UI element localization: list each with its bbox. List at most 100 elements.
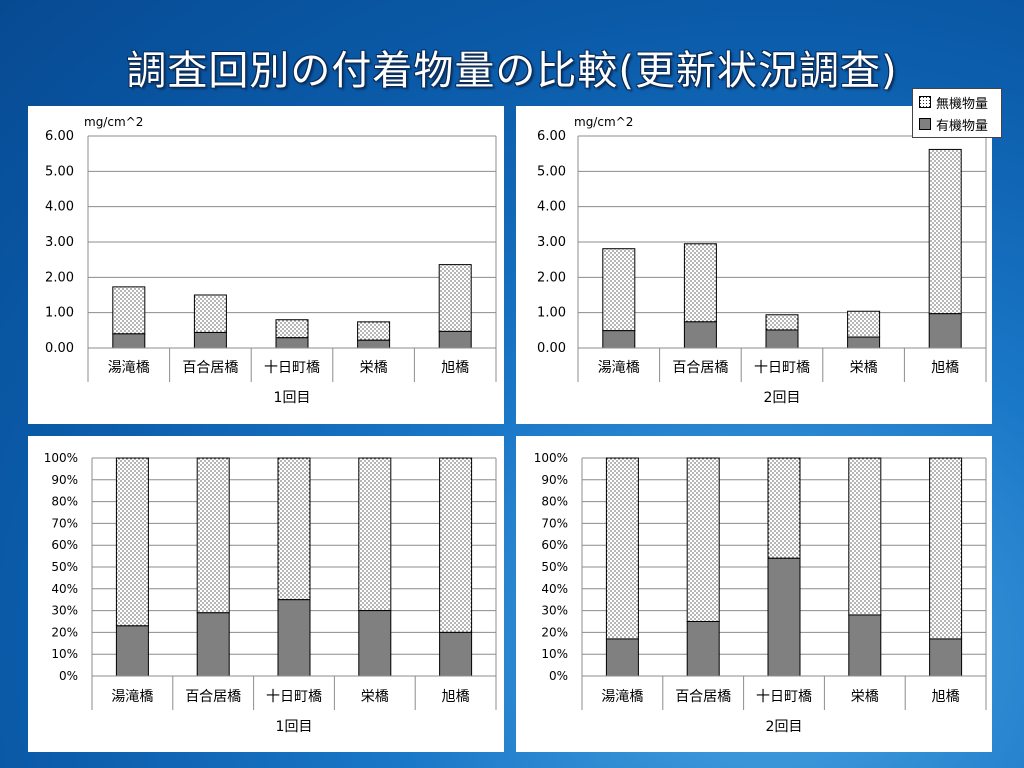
bar-organic bbox=[765, 329, 799, 349]
bar-organic bbox=[602, 330, 636, 349]
y-tick-label: 1.00 bbox=[45, 306, 74, 321]
y-tick-label: 20% bbox=[541, 625, 568, 639]
y-tick-label: 40% bbox=[51, 582, 78, 596]
bar-organic bbox=[193, 331, 227, 349]
y-tick-label: 80% bbox=[541, 495, 568, 509]
y-tick-label: 50% bbox=[51, 560, 78, 574]
y-tick-label: 6.00 bbox=[45, 129, 74, 144]
chart-svg: 0% 10% 20% 30% 40% 50% 60% 70% 80% 90% 100% 湯滝橋 百合居橋… bbox=[534, 451, 987, 735]
bar-inorganic bbox=[686, 457, 720, 622]
y-tick-label: 30% bbox=[541, 604, 568, 618]
bar-inorganic bbox=[275, 319, 309, 339]
legend-item-organic: 有機物量 bbox=[919, 115, 988, 134]
bar-inorganic bbox=[605, 457, 639, 640]
category-label: 旭橋 bbox=[931, 360, 959, 376]
y-tick-label: 80% bbox=[51, 495, 78, 509]
y-tick-label: 0.00 bbox=[45, 341, 74, 356]
y-tick-label: 100% bbox=[44, 451, 78, 465]
bar-organic bbox=[357, 339, 391, 349]
bar-inorganic bbox=[683, 243, 717, 323]
bar-organic bbox=[112, 333, 146, 349]
category-label: 旭橋 bbox=[442, 689, 470, 705]
bar-organic bbox=[605, 638, 639, 677]
category-label: 旭橋 bbox=[932, 689, 960, 705]
bar-inorganic bbox=[928, 148, 962, 315]
unit-label: mg/cm^2 bbox=[84, 115, 143, 129]
chart-svg: 0.00 1.00 2.00 3.00 4.00 5.00 6.00 湯滝橋 百合居橋 十日町橋 栄… bbox=[537, 115, 987, 406]
bar-inorganic bbox=[847, 310, 881, 338]
bar-organic bbox=[929, 638, 963, 677]
bar-inorganic bbox=[277, 457, 311, 601]
unit-label: mg/cm^2 bbox=[574, 115, 633, 129]
category-label: 百合居橋 bbox=[672, 360, 728, 376]
y-tick-label: 0% bbox=[59, 669, 78, 683]
y-tick-label: 60% bbox=[51, 538, 78, 552]
y-tick-label: 2.00 bbox=[45, 270, 74, 285]
bar-organic bbox=[277, 599, 311, 677]
y-tick-label: 100% bbox=[534, 451, 568, 465]
bar-inorganic bbox=[765, 314, 799, 331]
y-tick-label: 6.00 bbox=[537, 129, 566, 144]
y-tick-label: 4.00 bbox=[45, 200, 74, 215]
category-label: 十日町橋 bbox=[264, 360, 320, 376]
legend-label-inorganic: 無機物量 bbox=[936, 96, 989, 112]
y-tick-label: 70% bbox=[541, 516, 568, 530]
x-axis-label: 1回目 bbox=[274, 390, 311, 406]
x-axis-label: 1回目 bbox=[276, 719, 313, 735]
category-label: 百合居橋 bbox=[182, 360, 238, 376]
y-tick-label: 40% bbox=[541, 582, 568, 596]
y-tick-label: 2.00 bbox=[537, 270, 566, 285]
bar-inorganic bbox=[357, 321, 391, 341]
bar-organic bbox=[686, 621, 720, 677]
bar-inorganic bbox=[439, 457, 473, 633]
legend-swatch-organic bbox=[919, 118, 931, 130]
chart-panel-ratio-round1: 0% 10% 20% 30% 40% 50% 60% 70% 80% 90% 100% 湯滝橋 百合居橋… bbox=[28, 436, 504, 752]
bar-organic bbox=[115, 625, 149, 677]
category-label: 十日町橋 bbox=[756, 689, 812, 705]
category-label: 百合居橋 bbox=[675, 689, 731, 705]
y-tick-label: 90% bbox=[541, 473, 568, 487]
x-axis-label: 2回目 bbox=[766, 719, 803, 735]
category-label: 栄橋 bbox=[850, 360, 878, 376]
bar-organic bbox=[358, 610, 392, 677]
category-label: 栄橋 bbox=[851, 689, 879, 705]
y-tick-label: 10% bbox=[541, 647, 568, 661]
chart-svg: 0.00 1.00 2.00 3.00 4.00 5.00 6.00 湯滝橋 百合居橋 十日町橋 栄… bbox=[45, 115, 497, 406]
category-label: 十日町橋 bbox=[266, 689, 322, 705]
chart-panel-amount-round1: 0.00 1.00 2.00 3.00 4.00 5.00 6.00 湯滝橋 百合居橋 十日町橋 栄… bbox=[28, 106, 504, 424]
y-tick-label: 20% bbox=[51, 625, 78, 639]
chart-panel-amount-round2: 0.00 1.00 2.00 3.00 4.00 5.00 6.00 湯滝橋 百合居橋 十日町橋 栄… bbox=[516, 106, 992, 424]
bar-inorganic bbox=[115, 457, 149, 627]
y-tick-label: 5.00 bbox=[537, 164, 566, 179]
bar-inorganic bbox=[848, 457, 882, 616]
chart-legend: 無機物量 有機物量 bbox=[912, 88, 1002, 138]
bar-inorganic bbox=[358, 457, 392, 612]
category-label: 百合居橋 bbox=[185, 689, 241, 705]
bar-organic bbox=[767, 557, 801, 677]
y-tick-label: 0% bbox=[549, 669, 568, 683]
category-label: 十日町橋 bbox=[754, 360, 810, 376]
category-label: 湯滝橋 bbox=[598, 359, 640, 376]
y-tick-label: 60% bbox=[541, 538, 568, 552]
y-tick-label: 10% bbox=[51, 647, 78, 661]
bar-organic bbox=[683, 321, 717, 349]
y-tick-label: 70% bbox=[51, 516, 78, 530]
y-tick-label: 50% bbox=[541, 560, 568, 574]
y-tick-label: 4.00 bbox=[537, 200, 566, 215]
category-label: 湯滝橋 bbox=[111, 688, 153, 705]
category-label: 湯滝橋 bbox=[601, 688, 643, 705]
bar-inorganic bbox=[193, 294, 227, 333]
y-tick-label: 3.00 bbox=[537, 235, 566, 250]
x-axis-label: 2回目 bbox=[764, 390, 801, 406]
category-label: 栄橋 bbox=[360, 360, 388, 376]
y-tick-label: 5.00 bbox=[45, 164, 74, 179]
legend-swatch-inorganic bbox=[919, 96, 931, 108]
y-tick-label: 3.00 bbox=[45, 235, 74, 250]
y-tick-label: 30% bbox=[51, 604, 78, 618]
legend-item-inorganic: 無機物量 bbox=[919, 93, 989, 112]
page-title: 調査回別の付着物量の比較(更新状況調査) bbox=[126, 48, 898, 94]
bar-inorganic bbox=[112, 286, 146, 335]
category-label: 旭橋 bbox=[441, 360, 469, 376]
bar-inorganic bbox=[929, 457, 963, 640]
chart-panel-ratio-round2: 0% 10% 20% 30% 40% 50% 60% 70% 80% 90% 100% 湯滝橋 百合居橋… bbox=[516, 436, 992, 752]
